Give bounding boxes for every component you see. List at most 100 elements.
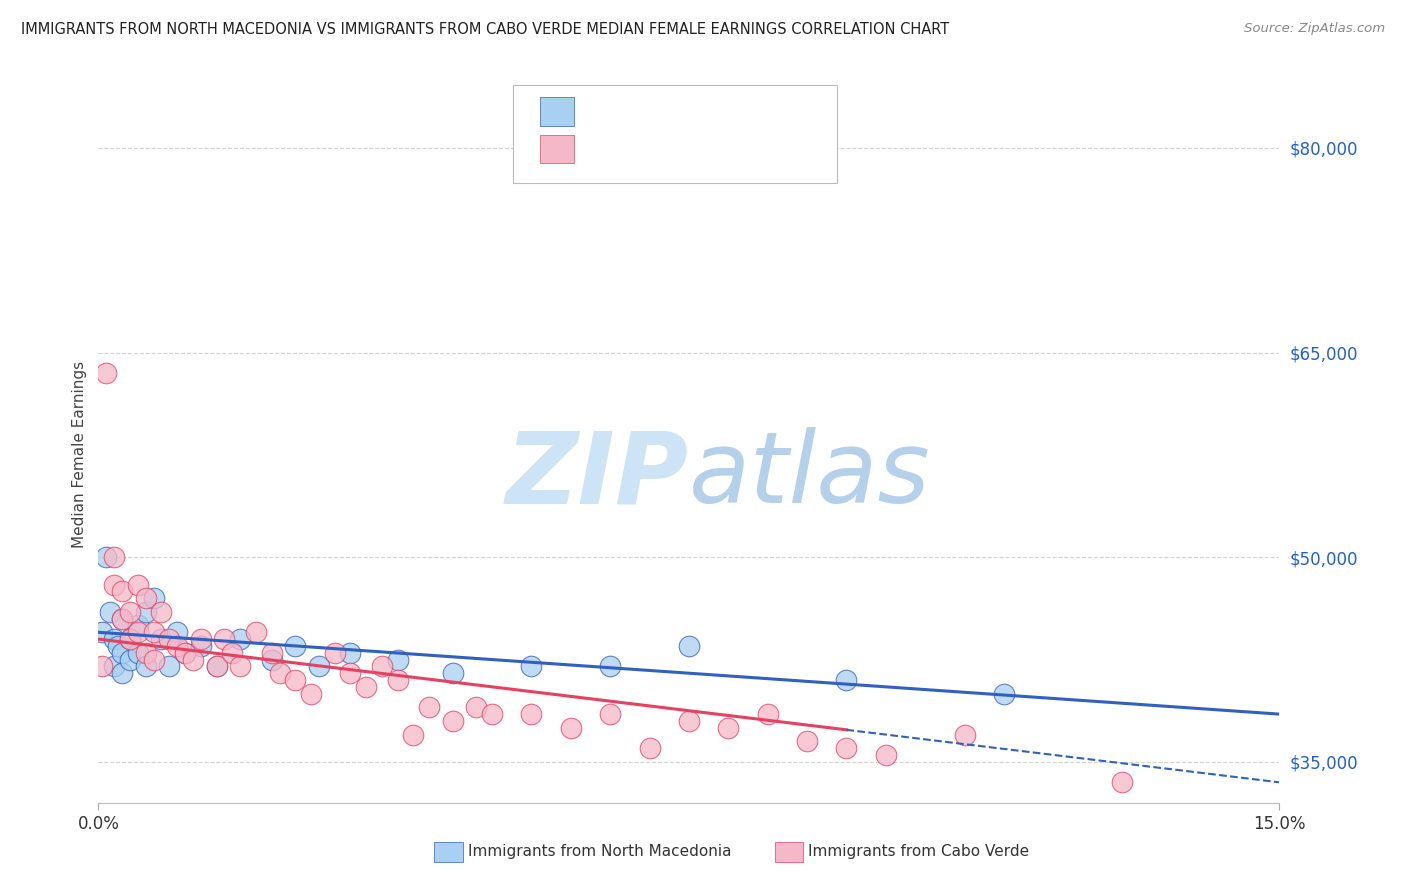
Point bbox=[111, 612, 134, 626]
Point bbox=[98, 605, 121, 619]
Point bbox=[111, 612, 134, 626]
Point bbox=[103, 550, 125, 565]
Point bbox=[354, 680, 377, 694]
Point bbox=[127, 618, 149, 632]
Point bbox=[96, 366, 118, 380]
Point bbox=[157, 632, 180, 646]
Point bbox=[103, 632, 125, 646]
Point bbox=[402, 728, 425, 742]
Point bbox=[157, 659, 180, 673]
Point bbox=[284, 673, 307, 687]
Point bbox=[599, 707, 621, 722]
Point bbox=[174, 646, 197, 660]
Point bbox=[190, 632, 212, 646]
Point bbox=[135, 605, 157, 619]
Point bbox=[96, 550, 118, 565]
Point bbox=[875, 747, 897, 762]
Point bbox=[520, 707, 543, 722]
Point bbox=[111, 584, 134, 599]
Point bbox=[993, 687, 1015, 701]
Point bbox=[1111, 775, 1133, 789]
Point bbox=[91, 659, 114, 673]
Point bbox=[299, 687, 322, 701]
Point bbox=[260, 646, 283, 660]
Point bbox=[835, 741, 858, 756]
Point bbox=[127, 577, 149, 591]
Point bbox=[260, 652, 283, 666]
Point bbox=[214, 632, 236, 646]
Point bbox=[142, 591, 165, 606]
Text: Immigrants from North Macedonia: Immigrants from North Macedonia bbox=[468, 845, 731, 859]
Point bbox=[205, 659, 228, 673]
Text: N =: N = bbox=[685, 104, 721, 122]
Point bbox=[118, 605, 141, 619]
Point bbox=[221, 646, 243, 660]
Text: R =: R = bbox=[583, 104, 620, 122]
Text: R =: R = bbox=[583, 142, 620, 160]
Point bbox=[107, 639, 129, 653]
Point bbox=[190, 639, 212, 653]
Point bbox=[127, 646, 149, 660]
Text: N =: N = bbox=[685, 142, 721, 160]
Point bbox=[118, 632, 141, 646]
Y-axis label: Median Female Earnings: Median Female Earnings bbox=[72, 361, 87, 549]
Point bbox=[269, 666, 291, 681]
Text: Source: ZipAtlas.com: Source: ZipAtlas.com bbox=[1244, 22, 1385, 36]
Point bbox=[796, 734, 818, 748]
Point bbox=[638, 741, 661, 756]
Point bbox=[103, 659, 125, 673]
Point bbox=[205, 659, 228, 673]
Point bbox=[678, 714, 700, 728]
Point bbox=[229, 632, 252, 646]
Point bbox=[953, 728, 976, 742]
Text: -0.258: -0.258 bbox=[623, 142, 682, 160]
Point bbox=[441, 666, 464, 681]
Point bbox=[135, 659, 157, 673]
Point bbox=[118, 652, 141, 666]
Point bbox=[181, 652, 204, 666]
Point bbox=[560, 721, 582, 735]
Point bbox=[127, 625, 149, 640]
Text: -0.191: -0.191 bbox=[623, 104, 682, 122]
Point bbox=[118, 632, 141, 646]
Point bbox=[465, 700, 488, 714]
Point bbox=[481, 707, 503, 722]
Text: Immigrants from Cabo Verde: Immigrants from Cabo Verde bbox=[808, 845, 1029, 859]
Point bbox=[142, 652, 165, 666]
Point bbox=[339, 666, 361, 681]
Point bbox=[103, 577, 125, 591]
Point bbox=[308, 659, 330, 673]
Point bbox=[756, 707, 779, 722]
Point bbox=[678, 639, 700, 653]
Point bbox=[166, 639, 188, 653]
Text: ZIP: ZIP bbox=[506, 427, 689, 524]
Text: IMMIGRANTS FROM NORTH MACEDONIA VS IMMIGRANTS FROM CABO VERDE MEDIAN FEMALE EARN: IMMIGRANTS FROM NORTH MACEDONIA VS IMMIG… bbox=[21, 22, 949, 37]
Point bbox=[520, 659, 543, 673]
Text: 51: 51 bbox=[721, 142, 744, 160]
Point bbox=[166, 625, 188, 640]
Point bbox=[135, 591, 157, 606]
Point bbox=[387, 673, 409, 687]
Point bbox=[371, 659, 394, 673]
Point bbox=[441, 714, 464, 728]
Point bbox=[135, 646, 157, 660]
Point bbox=[284, 639, 307, 653]
Point bbox=[599, 659, 621, 673]
Point bbox=[418, 700, 440, 714]
Point bbox=[387, 652, 409, 666]
Point bbox=[174, 646, 197, 660]
Point bbox=[339, 646, 361, 660]
Point bbox=[229, 659, 252, 673]
Text: atlas: atlas bbox=[689, 427, 931, 524]
Point bbox=[150, 605, 173, 619]
Point bbox=[150, 632, 173, 646]
Point bbox=[111, 646, 134, 660]
Point bbox=[245, 625, 267, 640]
Point bbox=[91, 625, 114, 640]
Point bbox=[717, 721, 740, 735]
Text: 34: 34 bbox=[721, 104, 745, 122]
Point bbox=[142, 625, 165, 640]
Point bbox=[323, 646, 346, 660]
Point bbox=[111, 666, 134, 681]
Point bbox=[835, 673, 858, 687]
